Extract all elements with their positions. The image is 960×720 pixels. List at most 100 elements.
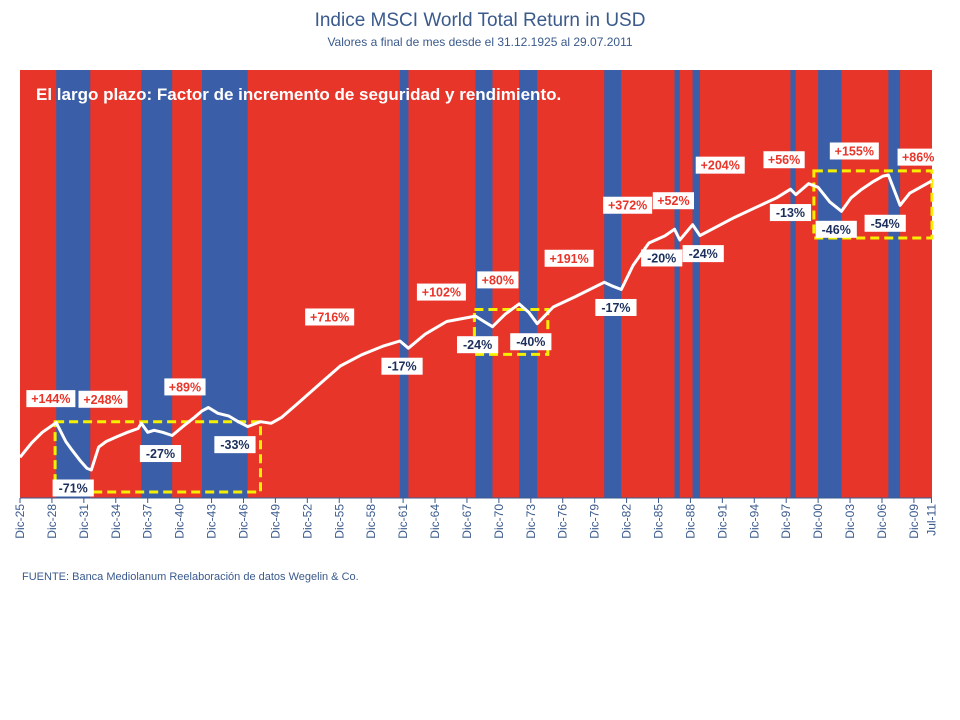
loss-label-text: -71%: [59, 482, 88, 496]
chart-subtitle: Valores a final de mes desde el 31.12.19…: [327, 35, 633, 49]
x-tick-label: Dic-40: [173, 504, 187, 539]
gain-label: +102%: [416, 283, 466, 301]
gain-label: +52%: [652, 192, 695, 210]
gain-label: +89%: [164, 378, 206, 396]
bear-period-band: [604, 70, 622, 498]
gain-label-text: +716%: [310, 310, 349, 324]
x-tick-label: Dic-46: [236, 504, 250, 539]
label-box: [652, 192, 695, 210]
label-box: [26, 390, 76, 408]
loss-label: -27%: [139, 445, 182, 463]
bear-period-band: [888, 70, 901, 498]
gain-label: +144%: [26, 390, 76, 408]
bear-period-band: [790, 70, 796, 498]
x-tick-label: Dic-28: [45, 504, 59, 539]
loss-label-text: -33%: [220, 438, 249, 452]
gain-label-text: +372%: [608, 199, 647, 213]
x-tick-label: Jul-11: [924, 504, 938, 536]
gain-label: +204%: [695, 156, 745, 174]
label-box: [381, 357, 423, 375]
gain-label-text: +144%: [31, 392, 70, 406]
label-box: [641, 249, 683, 267]
bear-period-band: [56, 70, 91, 498]
label-box: [815, 220, 857, 238]
gain-label-text: +86%: [902, 151, 934, 165]
x-tick-label: Dic-31: [77, 504, 91, 539]
loss-label: -71%: [52, 479, 94, 497]
label-box: [682, 245, 724, 263]
x-tick-label: Dic-73: [524, 504, 538, 539]
change-labels: +144% +248% +89% +716% +102% +80% +191% +372% +5…: [26, 142, 939, 497]
gain-label: +80%: [477, 271, 519, 289]
x-axis-ticks: Dic-25 Dic-28 Dic-31 Dic-34 Dic-37 Dic-40 Dic-…: [13, 498, 938, 539]
bear-period-band: [519, 70, 538, 498]
x-tick-label: Dic-91: [715, 504, 729, 539]
label-box: [829, 142, 879, 160]
loss-label: -46%: [815, 220, 857, 238]
label-box: [897, 148, 939, 166]
gain-label-text: +56%: [768, 153, 800, 167]
inner-title: El largo plazo: Factor de incremento de …: [36, 85, 561, 104]
gain-label: +56%: [763, 151, 805, 169]
loss-label-text: -17%: [601, 301, 630, 315]
gain-label: +155%: [829, 142, 879, 160]
label-box: [139, 445, 182, 463]
bear-period-band: [201, 70, 248, 498]
bear-period-band: [692, 70, 701, 498]
x-tick-label: Dic-43: [205, 504, 219, 539]
x-tick-label: Dic-09: [907, 504, 921, 539]
gain-label: +86%: [897, 148, 939, 166]
x-tick-label: Dic-97: [779, 504, 793, 539]
x-tick-label: Dic-49: [268, 504, 282, 539]
gain-label: +372%: [603, 196, 653, 214]
bear-period-band: [818, 70, 842, 498]
gain-label: +716%: [305, 308, 355, 326]
label-box: [864, 214, 906, 232]
gain-label-text: +102%: [422, 286, 461, 300]
x-tick-label: Dic-79: [588, 504, 602, 539]
x-tick-label: Dic-70: [492, 504, 506, 539]
bear-period-band: [399, 70, 409, 498]
bear-period-band: [674, 70, 680, 498]
x-tick-label: Dic-25: [13, 504, 27, 539]
loss-label: -13%: [769, 204, 812, 222]
label-box: [477, 271, 519, 289]
loss-label: -24%: [682, 245, 724, 263]
x-tick-label: Dic-55: [332, 504, 346, 539]
x-tick-label: Dic-58: [364, 504, 378, 539]
loss-label-text: -17%: [387, 360, 416, 374]
x-tick-label: Dic-03: [843, 504, 857, 539]
highlight-box: [53, 420, 263, 494]
loss-label-text: -24%: [463, 338, 492, 352]
gain-label-text: +89%: [169, 380, 201, 394]
x-tick-label: Dic-37: [141, 504, 155, 539]
label-box: [416, 283, 466, 301]
x-tick-label: Dic-06: [875, 504, 889, 539]
loss-label-text: -54%: [871, 217, 900, 231]
label-box: [595, 298, 637, 316]
loss-label-text: -46%: [822, 223, 851, 237]
loss-label: -40%: [510, 333, 552, 351]
loss-label-text: -24%: [689, 247, 718, 261]
x-tick-label: Dic-61: [396, 504, 410, 539]
loss-label: -17%: [595, 298, 637, 316]
gain-label-text: +204%: [701, 159, 740, 173]
gain-label-text: +191%: [549, 252, 588, 266]
bear-period-bands: [56, 70, 901, 498]
loss-label-text: -13%: [776, 206, 805, 220]
label-box: [456, 336, 499, 354]
bear-period-band: [141, 70, 173, 498]
gain-label: +248%: [78, 390, 128, 408]
label-box: [695, 156, 745, 174]
x-tick-label: Dic-88: [683, 504, 697, 539]
label-box: [164, 378, 206, 396]
x-tick-label: Dic-85: [652, 504, 666, 539]
series-line: [18, 173, 933, 472]
x-tick-label: Dic-52: [300, 504, 314, 539]
x-tick-label: Dic-67: [460, 504, 474, 539]
highlight-box: [812, 169, 934, 240]
label-box: [305, 308, 355, 326]
gain-label-text: +155%: [835, 145, 874, 159]
label-box: [763, 151, 805, 169]
